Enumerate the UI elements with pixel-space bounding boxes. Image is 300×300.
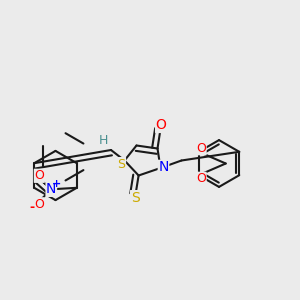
Text: S: S xyxy=(130,191,140,205)
Text: O: O xyxy=(196,172,206,185)
Text: O: O xyxy=(196,142,206,155)
Text: N: N xyxy=(158,160,169,174)
Text: O: O xyxy=(34,198,44,211)
Text: -: - xyxy=(30,201,35,214)
Text: H: H xyxy=(99,134,108,148)
Text: N: N xyxy=(46,182,56,196)
Text: +: + xyxy=(52,179,61,189)
Text: S: S xyxy=(118,158,125,171)
Text: O: O xyxy=(156,118,167,132)
Text: O: O xyxy=(34,169,44,182)
